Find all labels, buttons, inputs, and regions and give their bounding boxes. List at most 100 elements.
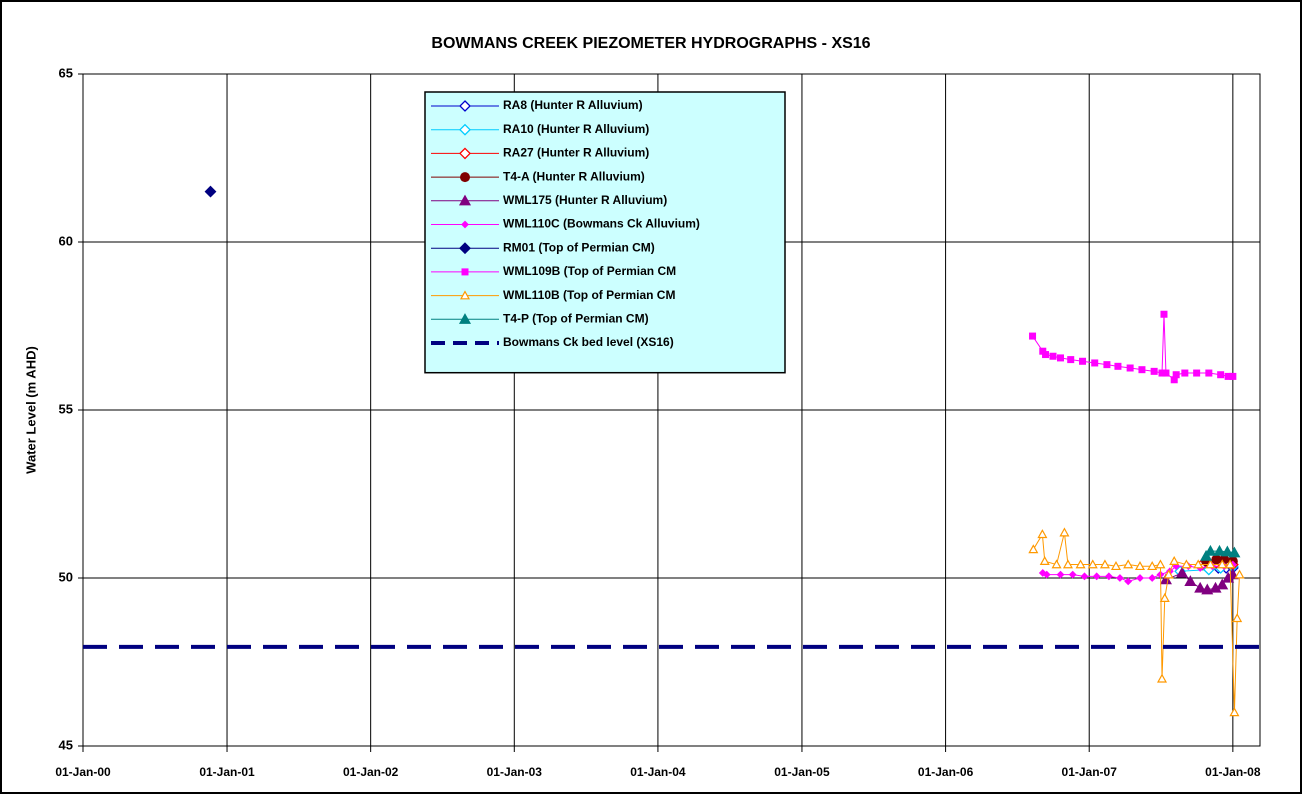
marker — [1234, 569, 1245, 579]
marker — [204, 185, 217, 198]
marker — [1155, 559, 1166, 569]
legend-marker — [458, 194, 472, 206]
marker — [1039, 555, 1050, 566]
marker — [1162, 369, 1170, 377]
x-tick-label: 01-Jan-00 — [55, 765, 111, 779]
x-tick-label: 01-Jan-02 — [343, 765, 399, 779]
x-tick-label: 01-Jan-08 — [1205, 765, 1261, 779]
y-tick-label: 55 — [59, 401, 73, 416]
marker — [1181, 369, 1189, 377]
marker — [1170, 376, 1178, 384]
legend-label: WML109B (Top of Permian CM — [503, 264, 676, 278]
marker — [1229, 372, 1237, 380]
marker — [1126, 364, 1134, 372]
marker — [1176, 566, 1189, 578]
legend-box — [424, 91, 786, 374]
legend: RA8 (Hunter R Alluvium) RA10 (Hunter R Al… — [424, 91, 786, 374]
legend-label: Bowmans Ck bed level (XS16) — [503, 335, 674, 349]
marker — [1051, 559, 1062, 569]
marker — [1079, 357, 1087, 365]
marker — [1217, 559, 1228, 569]
marker — [1110, 561, 1121, 571]
marker — [1194, 581, 1207, 593]
marker — [1092, 572, 1101, 581]
marker — [1159, 592, 1170, 602]
marker — [1169, 555, 1180, 566]
marker — [1099, 559, 1110, 569]
marker — [1037, 529, 1048, 539]
marker — [1148, 574, 1157, 582]
marker — [1029, 332, 1037, 340]
x-tick-label: 01-Jan-07 — [1062, 765, 1118, 779]
marker — [1229, 707, 1240, 717]
legend-label: T4-P (Top of Permian CM) — [503, 311, 649, 325]
marker — [1104, 572, 1113, 581]
marker — [1211, 554, 1222, 565]
marker — [1134, 561, 1145, 571]
marker — [1205, 369, 1213, 377]
marker — [1193, 369, 1201, 377]
marker — [1193, 559, 1204, 569]
y-tick-label: 50 — [59, 569, 73, 584]
legend-marker — [458, 313, 472, 324]
legend-label: RA10 (Hunter R Alluvium) — [503, 122, 649, 136]
x-tick-label: 01-Jan-03 — [487, 765, 543, 779]
marker — [1216, 578, 1229, 590]
y-tick-label: 60 — [59, 233, 73, 248]
marker — [1042, 351, 1050, 359]
marker — [1114, 362, 1122, 370]
y-tick-label: 45 — [59, 737, 73, 752]
chart-title: BOWMANS CREEK PIEZOMETER HYDROGRAPHS - X… — [431, 35, 870, 52]
marker — [1080, 572, 1089, 581]
marker — [1067, 356, 1075, 364]
marker — [1160, 310, 1168, 318]
legend-marker — [459, 147, 471, 160]
marker — [1068, 570, 1077, 579]
marker — [1205, 559, 1216, 569]
legend-marker — [461, 220, 469, 229]
legend-label: RA8 (Hunter R Alluvium) — [503, 98, 643, 112]
y-axis-label: Water Level (m AHD) — [23, 346, 38, 474]
legend-label: WML110C (Bowmans Ck Alluvium) — [503, 217, 700, 231]
marker — [1124, 577, 1133, 586]
legend-marker — [459, 123, 471, 136]
marker — [1181, 559, 1192, 569]
marker — [1049, 352, 1057, 360]
marker — [1138, 366, 1146, 374]
marker — [1225, 559, 1236, 569]
marker — [1115, 574, 1124, 582]
legend-marker — [459, 290, 471, 300]
x-tick-label: 01-Jan-01 — [199, 765, 255, 779]
legend-label: RA27 (Hunter R Alluvium) — [503, 146, 649, 160]
marker — [1056, 354, 1064, 362]
marker — [1062, 559, 1073, 569]
legend-marker — [460, 172, 470, 183]
marker — [1156, 673, 1168, 683]
marker — [1147, 561, 1158, 571]
marker — [1224, 372, 1232, 380]
x-tick-label: 01-Jan-04 — [630, 765, 686, 779]
marker — [1172, 371, 1180, 379]
marker — [1150, 367, 1158, 375]
marker — [1221, 545, 1234, 557]
marker — [1123, 559, 1134, 569]
y-tick-label: 65 — [59, 65, 73, 80]
marker — [1204, 544, 1217, 556]
marker — [1087, 559, 1098, 569]
marker — [1042, 570, 1051, 579]
marker — [1201, 583, 1214, 595]
legend-label: T4-A (Hunter R Alluvium) — [503, 169, 645, 183]
marker — [1091, 359, 1099, 367]
marker — [1028, 544, 1039, 554]
marker — [1213, 544, 1226, 556]
marker — [1103, 361, 1111, 369]
marker — [1217, 371, 1225, 379]
marker — [1075, 559, 1086, 569]
marker — [1056, 570, 1065, 579]
legend-marker — [461, 268, 469, 276]
x-tick-label: 01-Jan-06 — [918, 765, 974, 779]
marker — [1158, 369, 1166, 377]
marker — [1136, 574, 1144, 582]
